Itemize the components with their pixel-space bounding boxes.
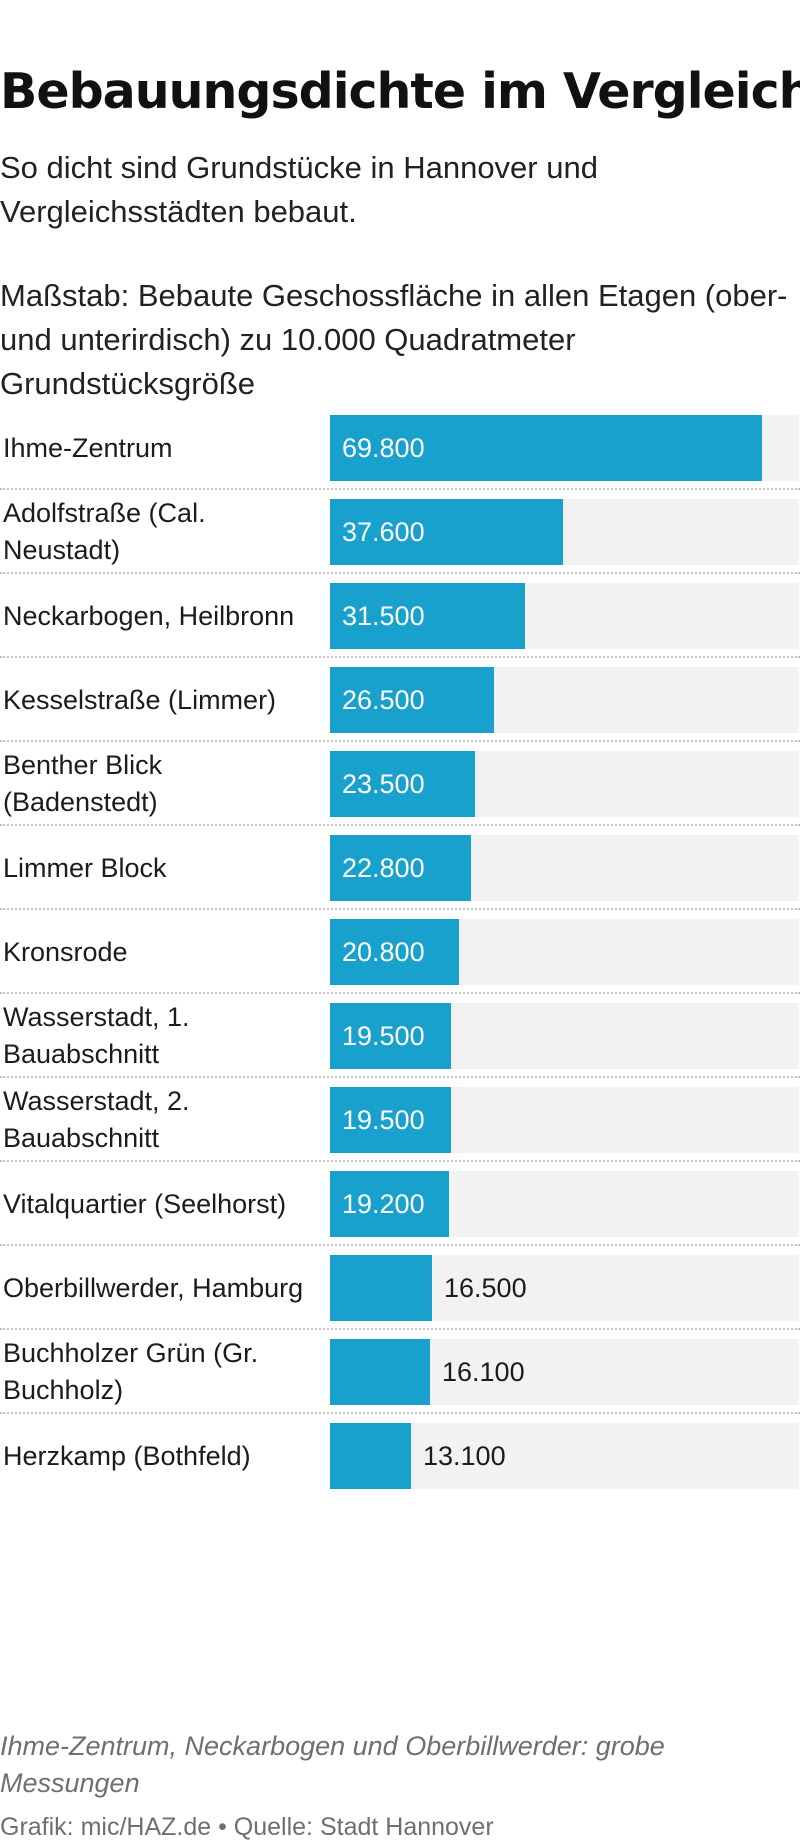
row-divider xyxy=(0,1244,800,1246)
bar-track: 19.200 xyxy=(330,1171,799,1237)
bar-row: Kronsrode 20.800 xyxy=(0,910,800,994)
row-divider xyxy=(0,992,800,994)
value-label: 23.500 xyxy=(342,769,425,799)
bar xyxy=(330,1255,432,1321)
value-label: 16.500 xyxy=(444,1273,527,1303)
bar-row: Neckarbogen, Heilbronn 31.500 xyxy=(0,574,800,658)
bar-track: 31.500 xyxy=(330,583,799,649)
category-label: Wasserstadt, 2. Bauabschnitt xyxy=(3,1086,190,1153)
category-label: Kesselstraße (Limmer) xyxy=(3,684,277,715)
category-label: Kronsrode xyxy=(3,936,128,967)
bar xyxy=(330,751,475,817)
category-label: Herzkamp (Bothfeld) xyxy=(3,1440,251,1471)
chart-subtitle: So dicht sind Grundstücke in Hannover un… xyxy=(0,150,598,229)
bar-row: Ihme-Zentrum 69.800 xyxy=(0,406,800,490)
value-label: 31.500 xyxy=(342,601,425,631)
category-label: Oberbillwerder, Hamburg xyxy=(3,1272,304,1303)
row-divider xyxy=(0,488,800,490)
row-divider xyxy=(0,824,800,826)
bar xyxy=(330,499,563,565)
value-label: 37.600 xyxy=(342,517,425,547)
row-divider xyxy=(0,1076,800,1078)
bar-track: 19.500 xyxy=(330,1003,799,1069)
bar xyxy=(330,1171,449,1237)
bar-row: Herzkamp (Bothfeld) 13.100 xyxy=(0,1414,800,1498)
bar-track: 26.500 xyxy=(330,667,799,733)
row-divider xyxy=(0,572,800,574)
value-label: 13.100 xyxy=(423,1441,506,1471)
value-label: 19.500 xyxy=(342,1105,425,1135)
category-label: Benther Blick (Badenstedt) xyxy=(3,750,163,817)
row-divider xyxy=(0,1328,800,1330)
source-credits: Grafik: mic/HAZ.de • Quelle: Stadt Hanno… xyxy=(0,1813,494,1841)
category-label: Wasserstadt, 1. Bauabschnitt xyxy=(3,1002,190,1069)
bar-row: Wasserstadt, 1. Bauabschnitt 19.500 xyxy=(0,994,800,1078)
row-divider xyxy=(0,1160,800,1162)
bar xyxy=(330,415,762,481)
row-divider xyxy=(0,1412,800,1414)
bar-track: 37.600 xyxy=(330,499,799,565)
category-label: Neckarbogen, Heilbronn xyxy=(3,600,295,631)
bar xyxy=(330,1003,451,1069)
bar-row: Vitalquartier (Seelhorst) 19.200 xyxy=(0,1162,800,1246)
row-divider xyxy=(0,656,800,658)
bar-row: Adolfstraße (Cal. Neustadt) 37.600 xyxy=(0,490,800,574)
bar-track: 16.500 xyxy=(330,1255,799,1321)
bar-track: 23.500 xyxy=(330,751,799,817)
category-label: Adolfstraße (Cal. Neustadt) xyxy=(3,498,206,565)
value-label: 19.500 xyxy=(342,1021,425,1051)
value-label: 26.500 xyxy=(342,685,425,715)
footnote: Ihme-Zentrum, Neckarbogen und Oberbillwe… xyxy=(0,1731,665,1798)
bar-row: Oberbillwerder, Hamburg 16.500 xyxy=(0,1246,800,1330)
bar-track: 19.500 xyxy=(330,1087,799,1153)
category-label: Ihme-Zentrum xyxy=(3,432,173,463)
value-label: 22.800 xyxy=(342,853,425,883)
scale-note: Maßstab: Bebaute Geschossfläche in allen… xyxy=(0,278,788,401)
chart-title: Bebauungsdichte im Vergleich xyxy=(0,63,800,120)
bar-track: 13.100 xyxy=(330,1423,799,1489)
value-label: 20.800 xyxy=(342,937,425,967)
category-label: Limmer Block xyxy=(3,852,167,883)
bar xyxy=(330,583,525,649)
bar xyxy=(330,919,459,985)
row-divider xyxy=(0,740,800,742)
value-label: 19.200 xyxy=(342,1189,425,1219)
value-label: 16.100 xyxy=(442,1357,525,1387)
bar-track: 69.800 xyxy=(330,415,799,481)
bar xyxy=(330,667,494,733)
category-label: Vitalquartier (Seelhorst) xyxy=(3,1188,287,1219)
bar xyxy=(330,1423,411,1489)
bar xyxy=(330,1087,451,1153)
bar-track: 16.100 xyxy=(330,1339,799,1405)
bar-track: 22.800 xyxy=(330,835,799,901)
bar-row: Benther Blick (Badenstedt) 23.500 xyxy=(0,742,800,826)
bar-row: Kesselstraße (Limmer) 26.500 xyxy=(0,658,800,742)
bar-row: Buchholzer Grün (Gr. Buchholz) 16.100 xyxy=(0,1330,800,1414)
bar xyxy=(330,835,471,901)
bar-row: Limmer Block 22.800 xyxy=(0,826,800,910)
row-divider xyxy=(0,908,800,910)
value-label: 69.800 xyxy=(342,433,425,463)
bar-track: 20.800 xyxy=(330,919,799,985)
bar-row: Wasserstadt, 2. Bauabschnitt 19.500 xyxy=(0,1078,800,1162)
category-label: Buchholzer Grün (Gr. Buchholz) xyxy=(3,1338,259,1405)
bar xyxy=(330,1339,430,1405)
